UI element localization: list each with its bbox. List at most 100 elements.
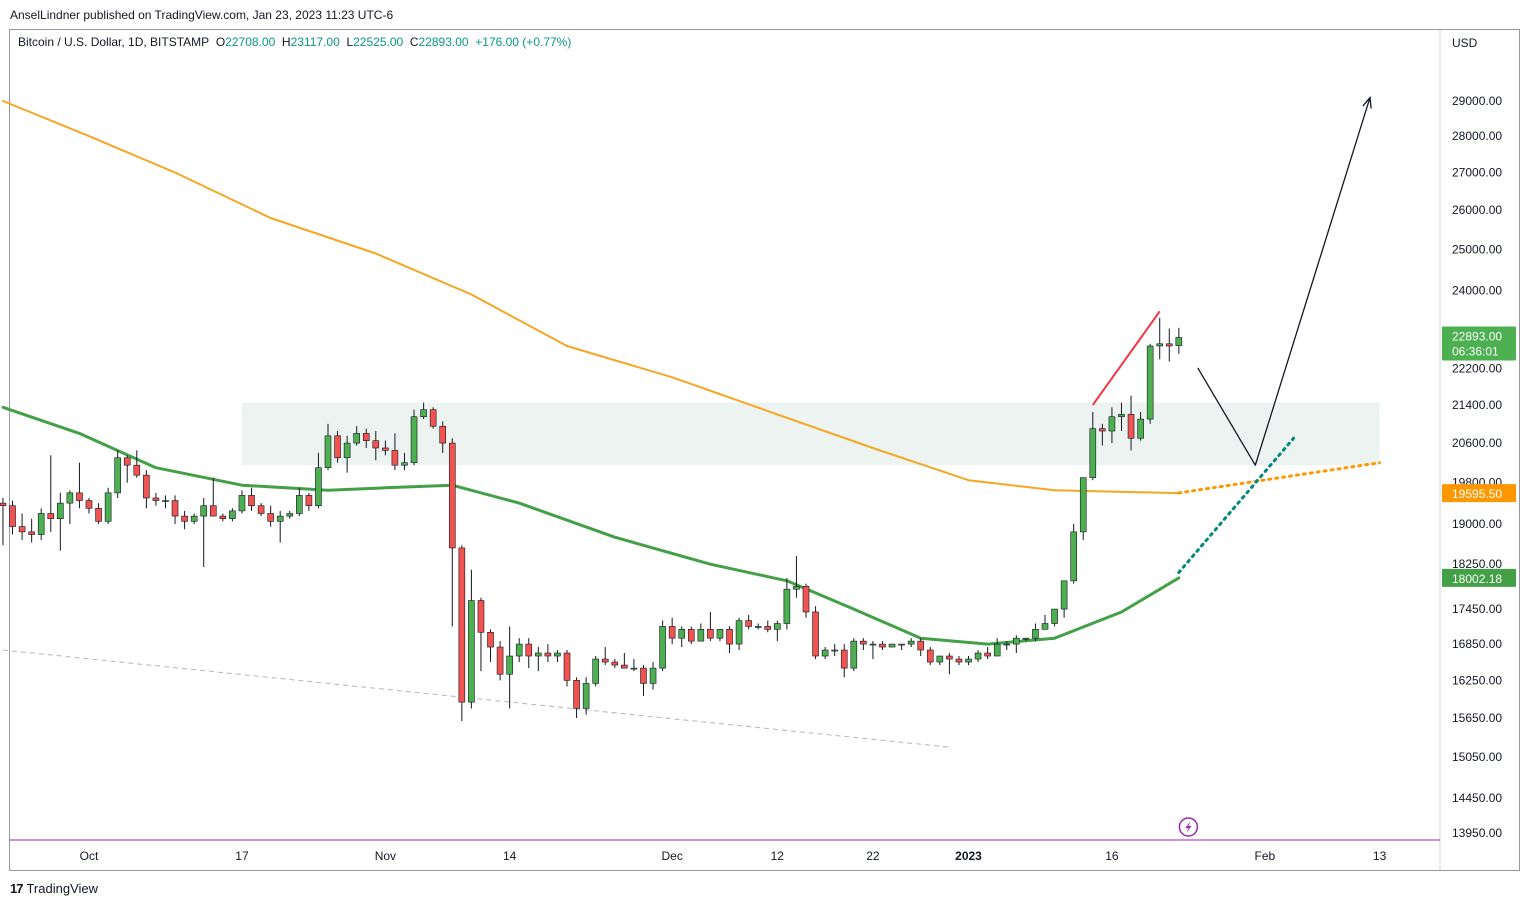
candle-2023-01-09	[1041, 614, 1049, 630]
tag-text: 06:36:01	[1452, 345, 1499, 359]
candle-2022-12-24	[888, 643, 896, 648]
candle-body	[783, 588, 791, 624]
candle-body	[496, 646, 504, 675]
candle-2023-01-16	[1108, 407, 1116, 444]
candle-2023-01-14	[1089, 412, 1097, 481]
close-value: 22893.00	[418, 35, 469, 49]
candle-body	[1127, 414, 1135, 439]
chart-frame	[9, 29, 1520, 871]
candle-body	[133, 464, 141, 476]
candle-body	[28, 531, 35, 535]
candle-2022-10-09	[162, 495, 169, 509]
candle-2022-10-16	[229, 508, 236, 522]
candle-2022-10-18	[248, 487, 255, 511]
candle-body	[152, 497, 160, 501]
candle-body	[621, 664, 628, 669]
candle-body	[286, 513, 294, 517]
candle-body	[1032, 629, 1039, 639]
candle-2023-01-19	[1137, 412, 1144, 441]
candle-2022-11-30	[659, 620, 666, 672]
candle-body	[697, 629, 705, 642]
low-value: 22525.00	[353, 35, 404, 49]
ma-long-projection	[1177, 461, 1382, 495]
time-tick-label: 13	[1373, 849, 1387, 863]
time-tick-label: 17	[235, 849, 249, 863]
publisher-line: AnselLindner published on TradingView.co…	[10, 8, 394, 22]
time-tick-label: 16	[1105, 849, 1119, 863]
candle-body	[678, 629, 686, 639]
candle-body	[439, 425, 447, 444]
price-tick-label: 22200.00	[1452, 361, 1502, 375]
candle-body	[468, 600, 475, 703]
candle-body	[229, 510, 236, 520]
candle-2022-12-27	[917, 638, 925, 657]
candle-2022-11-18	[544, 644, 552, 663]
candle-body	[458, 547, 466, 703]
tag-background	[1442, 568, 1516, 587]
candle-2022-12-07	[726, 626, 733, 654]
candle-2022-12-05	[707, 611, 714, 642]
ma-long-line	[2, 100, 1180, 495]
candle-2022-10-01	[85, 497, 93, 514]
candle-2023-01-20	[1146, 343, 1154, 424]
candle-2023-01-01	[965, 656, 972, 666]
candle-body	[506, 655, 513, 675]
candle-body	[487, 631, 494, 648]
candle-body	[401, 462, 408, 466]
candle-body	[76, 492, 83, 501]
time-tick-label: 12	[771, 849, 785, 863]
candle-2023-01-22	[1165, 328, 1173, 362]
candle-body	[1060, 580, 1068, 610]
candle-2022-10-10	[171, 495, 179, 524]
candle-2022-10-29	[353, 426, 360, 446]
candle-2022-12-03	[687, 626, 695, 645]
candle-body	[812, 611, 819, 657]
candle-2022-09-25	[28, 518, 35, 543]
candle-body	[382, 447, 389, 451]
candle-2022-12-11	[764, 620, 772, 633]
candle-body	[66, 492, 74, 504]
tradingview-logo-icon: 17	[10, 881, 24, 896]
candle-body	[573, 680, 580, 709]
candle-body	[448, 442, 456, 549]
candle-2022-11-13	[496, 641, 504, 681]
candle-body	[267, 513, 274, 522]
candle-body	[592, 658, 599, 684]
candle-2022-12-04	[697, 623, 705, 642]
candle-body	[315, 467, 322, 507]
candle-2022-10-14	[209, 477, 217, 517]
candle-body	[0, 502, 7, 507]
candle-body	[611, 661, 619, 666]
candle-2022-11-19	[554, 650, 561, 663]
candle-2022-12-14	[793, 556, 800, 598]
candle-2022-10-11	[181, 510, 188, 530]
candle-2023-01-17	[1118, 402, 1125, 432]
candle-body	[190, 515, 198, 522]
ma-short-price-tag: 18002.18	[1442, 568, 1516, 587]
candle-body	[955, 658, 963, 663]
open-value: 22708.00	[225, 35, 276, 49]
candle-2022-09-22	[0, 497, 7, 546]
candle-2022-10-27	[334, 431, 341, 463]
candle-body	[764, 626, 772, 630]
candle-2022-11-27	[630, 659, 638, 672]
candle-2022-12-26	[907, 638, 915, 648]
price-tick-label: 13950.00	[1452, 826, 1502, 840]
candle-2023-01-07	[1022, 637, 1030, 642]
candle-body	[850, 640, 858, 669]
candle-2022-11-20	[563, 650, 571, 687]
price-tick-label: 28000.00	[1452, 129, 1502, 143]
price-tick-label: 20600.00	[1452, 436, 1502, 450]
candle-body	[563, 652, 571, 681]
candle-body	[649, 667, 657, 684]
footer-brand[interactable]: 17 TradingView	[10, 881, 98, 896]
candle-2022-12-25	[898, 643, 905, 651]
rising-trend-line	[1091, 310, 1161, 406]
symbol-name[interactable]: Bitcoin / U.S. Dollar, 1D, BITSTAMP	[18, 35, 210, 49]
candle-body	[391, 450, 399, 466]
candle-2022-10-23	[296, 487, 303, 517]
candle-2022-11-08	[448, 438, 456, 627]
candle-body	[324, 435, 332, 468]
